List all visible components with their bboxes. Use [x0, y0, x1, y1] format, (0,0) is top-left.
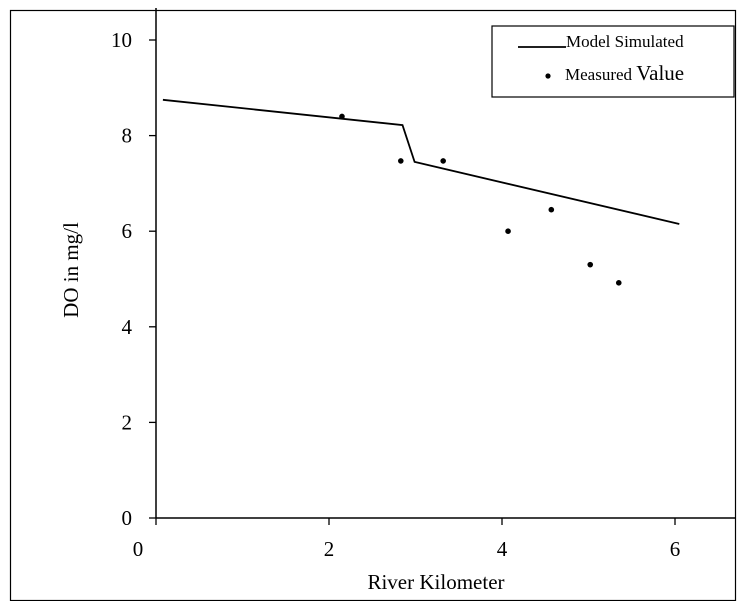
y-tick-label: 10 [111, 28, 132, 52]
x-tick-label: 2 [324, 537, 335, 561]
data-point-measured [505, 228, 511, 234]
data-point-measured [548, 206, 555, 213]
y-tick-label: 4 [122, 315, 133, 339]
series-line-model-simulated [162, 98, 680, 225]
data-point-measured [615, 280, 622, 286]
legend-label-measured-small: Measured [565, 65, 636, 84]
legend-box [491, 25, 735, 98]
chart-frame [9, 9, 737, 601]
legend-marker-swatch [545, 73, 551, 79]
legend-label-measured-big: Value [636, 61, 684, 85]
legend-label-measured: Measured Value [565, 61, 684, 85]
x-tick-label: 6 [670, 537, 681, 561]
y-axis-title: DO in mg/l [59, 222, 83, 318]
y-ticks: 0 2 4 6 8 10 [111, 28, 156, 530]
data-point-measured [587, 261, 594, 268]
y-tick-label: 2 [122, 410, 133, 434]
y-tick-label: 6 [122, 219, 133, 243]
data-point-measured [440, 158, 446, 164]
y-tick-label: 8 [122, 124, 133, 148]
plot-area [162, 98, 680, 286]
x-tick-label: 4 [497, 537, 508, 561]
y-tick-label: 0 [122, 506, 133, 530]
x-tick-label: 0 [133, 537, 144, 561]
legend-label-model: Model Simulated [566, 32, 684, 51]
data-point-measured [339, 113, 345, 120]
data-point-measured [397, 158, 404, 164]
x-axis-title: River Kilometer [367, 570, 504, 594]
legend: Model Simulated Measured Value [491, 25, 735, 98]
x-ticks: 0 2 4 6 [133, 518, 681, 561]
